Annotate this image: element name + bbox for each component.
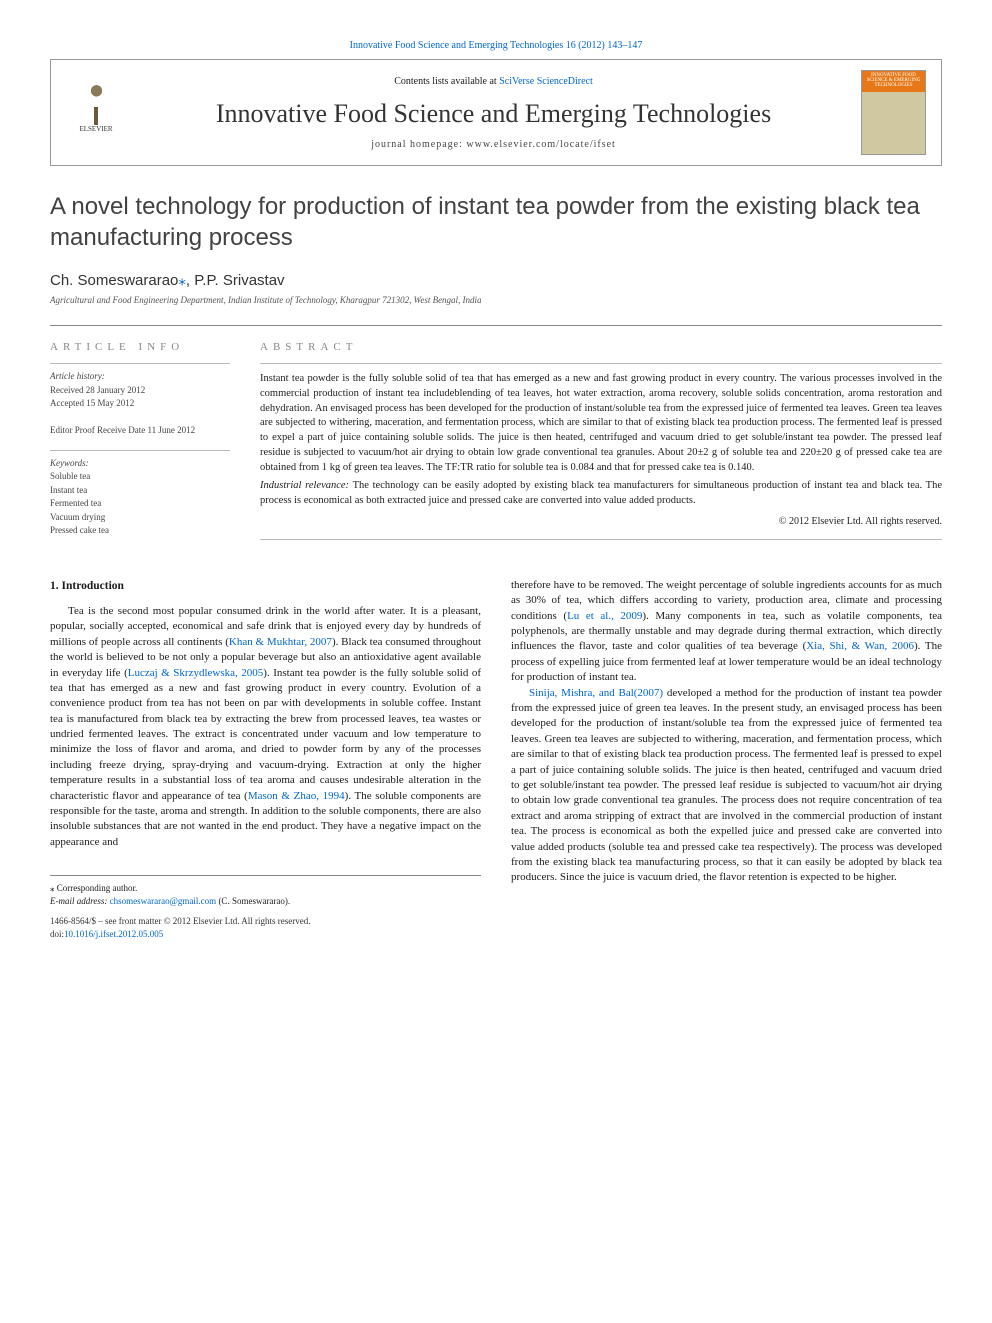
- sciencedirect-link[interactable]: SciVerse ScienceDirect: [499, 76, 593, 87]
- corresponding-author-note: ⁎ Corresponding author.: [50, 882, 481, 895]
- citation-link[interactable]: Luczaj & Skrzydlewska, 2005: [128, 667, 264, 679]
- body-columns: 1. Introduction Tea is the second most p…: [50, 578, 942, 941]
- abstract-copyright: © 2012 Elsevier Ltd. All rights reserved…: [260, 515, 942, 540]
- email-line: E-mail address: chsomeswararao@gmail.com…: [50, 895, 481, 908]
- keyword: Pressed cake tea: [50, 524, 230, 538]
- journal-cover-thumbnail[interactable]: INNOVATIVE FOOD SCIENCE & EMERGING TECHN…: [861, 70, 926, 155]
- article-title: A novel technology for production of ins…: [50, 191, 942, 253]
- journal-name: Innovative Food Science and Emerging Tec…: [126, 99, 861, 129]
- keyword: Fermented tea: [50, 497, 230, 511]
- journal-homepage: journal homepage: www.elsevier.com/locat…: [126, 139, 861, 150]
- article-info-sidebar: article info Article history: Received 2…: [50, 341, 230, 550]
- keywords-block: Keywords: Soluble tea Instant tea Fermen…: [50, 450, 230, 538]
- corresponding-mark[interactable]: ⁎: [178, 272, 186, 289]
- homepage-url[interactable]: www.elsevier.com/locate/ifset: [466, 139, 615, 150]
- intro-paragraph-2: Sinija, Mishra, and Bal(2007) developed …: [511, 686, 942, 886]
- author-2[interactable]: , P.P. Srivastav: [186, 272, 285, 289]
- abstract-text: Instant tea powder is the fully soluble …: [260, 363, 942, 539]
- citation-link[interactable]: Mason & Zhao, 1994: [248, 790, 345, 802]
- abstract-heading: abstract: [260, 341, 942, 353]
- keywords-label: Keywords:: [50, 457, 230, 471]
- abstract-paragraph: Instant tea powder is the fully soluble …: [260, 372, 942, 475]
- contents-line: Contents lists available at SciVerse Sci…: [126, 76, 861, 87]
- industrial-relevance: Industrial relevance: The technology can…: [260, 479, 942, 508]
- affiliation: Agricultural and Food Engineering Depart…: [50, 295, 942, 305]
- elsevier-tree-icon: [74, 80, 119, 125]
- article-info-heading: article info: [50, 341, 230, 353]
- citation-link[interactable]: Khan & Mukhtar, 2007: [229, 636, 332, 648]
- keyword: Vacuum drying: [50, 511, 230, 525]
- authors: Ch. Someswararao⁎, P.P. Srivastav: [50, 271, 942, 289]
- doi-block: 1466-8564/$ – see front matter © 2012 El…: [50, 915, 481, 940]
- citation-link[interactable]: Lu et al., 2009: [567, 610, 642, 622]
- doi-line: doi:10.1016/j.ifset.2012.05.005: [50, 928, 481, 941]
- received-date: Received 28 January 2012: [50, 384, 230, 398]
- footnotes: ⁎ Corresponding author. E-mail address: …: [50, 875, 481, 940]
- citation-link[interactable]: Xia, Shi, & Wan, 2006: [806, 640, 914, 652]
- front-matter: 1466-8564/$ – see front matter © 2012 El…: [50, 915, 481, 928]
- body-column-right: therefore have to be removed. The weight…: [511, 578, 942, 941]
- doi-link[interactable]: 10.1016/j.ifset.2012.05.005: [64, 929, 163, 939]
- body-column-left: 1. Introduction Tea is the second most p…: [50, 578, 481, 941]
- keyword: Instant tea: [50, 484, 230, 498]
- header-center: Contents lists available at SciVerse Sci…: [126, 76, 861, 150]
- journal-citation[interactable]: Innovative Food Science and Emerging Tec…: [50, 40, 942, 51]
- elsevier-logo[interactable]: ELSEVIER: [66, 80, 126, 145]
- history-label: Article history:: [50, 370, 230, 384]
- accepted-date: Accepted 15 May 2012: [50, 397, 230, 411]
- journal-header: ELSEVIER Contents lists available at Sci…: [50, 59, 942, 166]
- author-1[interactable]: Ch. Someswararao: [50, 272, 178, 289]
- section-heading-intro: 1. Introduction: [50, 578, 481, 594]
- article-history-block: Article history: Received 28 January 201…: [50, 363, 230, 438]
- editor-proof-date: Editor Proof Receive Date 11 June 2012: [50, 424, 230, 438]
- intro-paragraph-1-cont: therefore have to be removed. The weight…: [511, 578, 942, 686]
- abstract-column: abstract Instant tea powder is the fully…: [260, 341, 942, 550]
- keyword: Soluble tea: [50, 470, 230, 484]
- citation-link[interactable]: Sinija, Mishra, and Bal(2007): [529, 687, 663, 699]
- intro-paragraph-1: Tea is the second most popular consumed …: [50, 604, 481, 850]
- email-link[interactable]: chsomeswararao@gmail.com: [110, 896, 217, 906]
- info-abstract-row: article info Article history: Received 2…: [50, 325, 942, 550]
- elsevier-label: ELSEVIER: [79, 125, 112, 133]
